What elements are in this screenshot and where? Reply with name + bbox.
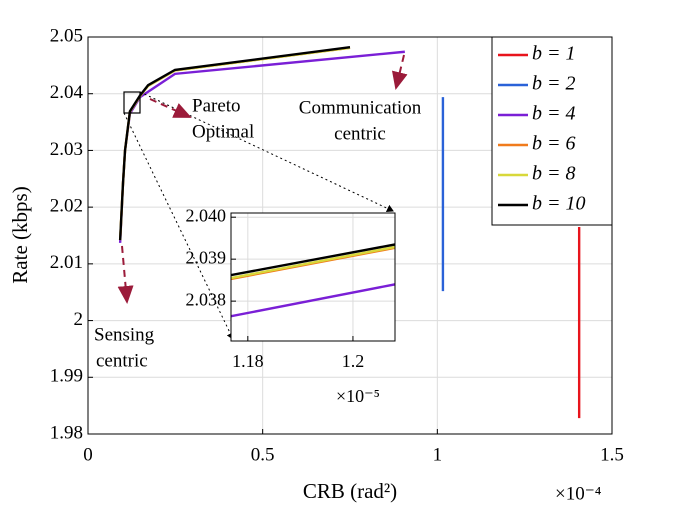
annotation: Pareto [192,95,241,116]
zoom-connector [123,112,234,340]
y-tick-label: 2 [74,309,84,330]
annotation: Sensing [94,324,155,345]
legend-label: b = 10 [532,193,586,215]
y-tick-label: 2.03 [50,139,83,160]
zoom-box [123,91,141,114]
annotation: Optimal [192,121,254,142]
series-line [231,245,395,280]
plot-background [231,213,395,341]
x-tick-label: 1.18 [232,351,264,371]
x-multiplier: ×10⁻⁴ [555,483,602,504]
x-tick-label: 0.5 [251,444,275,465]
x-tick-label: 1.5 [600,444,624,465]
y-tick-label: 2.02 [50,196,83,217]
y-tick-label: 2.04 [50,82,84,103]
y-tick-label: 2.039 [186,247,227,267]
annotation: Communication [299,97,422,118]
y-tick-label: 1.98 [50,422,83,443]
y-tick-label: 2.05 [50,25,83,46]
legend-label: b = 8 [532,163,576,185]
y-tick-label: 2.01 [50,252,83,273]
series-line [118,46,351,241]
plot-frame [87,36,613,435]
y-tick-label: 2.038 [186,289,227,309]
legend-label: b = 6 [532,133,576,155]
legend-label: b = 2 [532,73,576,95]
plot-frame [230,212,396,342]
y-tick-label: 2.040 [186,205,227,225]
series-line [231,243,395,277]
legend-label: b = 1 [532,43,576,65]
series-line [231,283,395,318]
annotation: centric [96,350,148,371]
x-tick-label: 0 [83,444,93,465]
y-tick-label: 1.99 [50,366,83,387]
x-multiplier: ×10⁻⁵ [336,386,380,406]
legend-box [491,36,613,226]
x-tick-label: 1 [433,444,443,465]
y-axis-label: Rate (kbps) [8,186,32,283]
annotation-arrow [117,245,134,304]
x-tick-label: 1.2 [342,351,365,371]
legend-label: b = 4 [532,103,576,125]
annotation-arrow [391,54,408,90]
annotation-arrow [149,98,192,118]
x-axis-label: CRB (rad²) [303,479,397,503]
annotation: centric [334,123,386,144]
inset-axes: 1.18 1.2 2.038 2.039 2.040 [186,205,396,371]
